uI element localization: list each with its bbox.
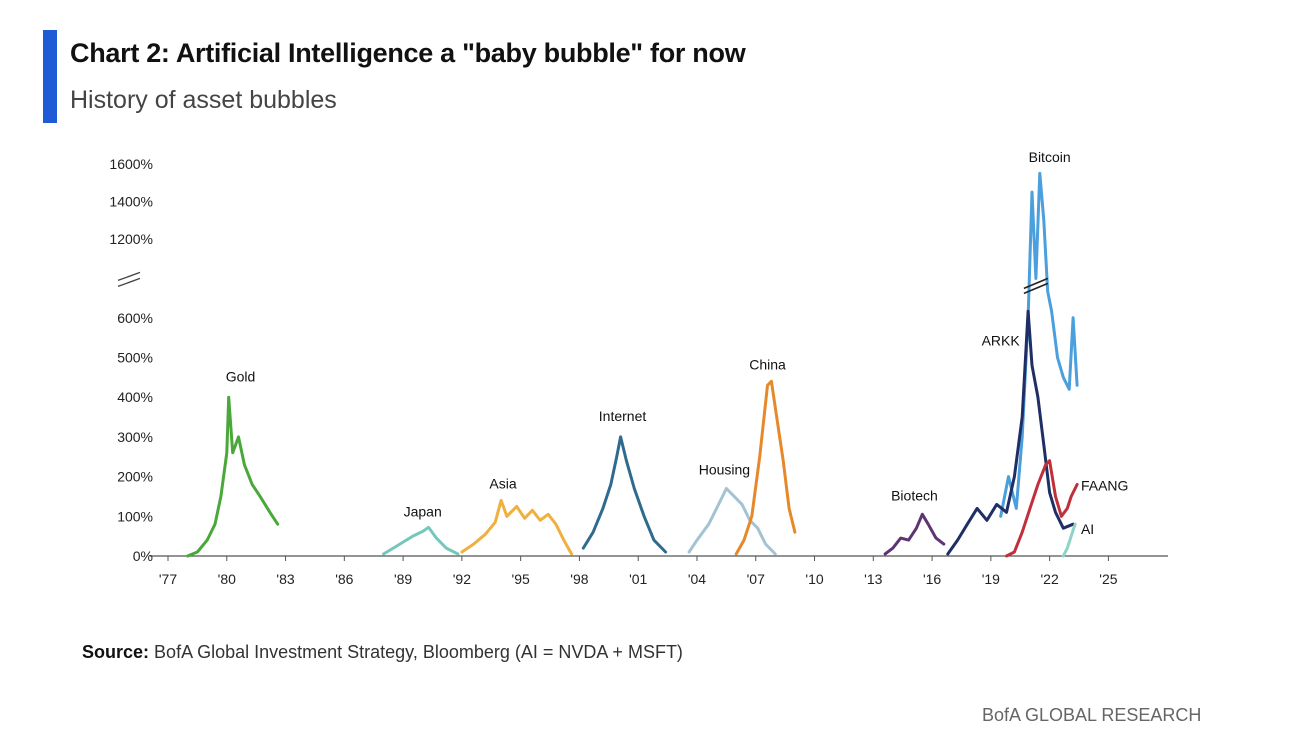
source-label: Source:: [82, 642, 150, 662]
series-label-biotech: Biotech: [891, 487, 938, 503]
series-label-bitcoin: Bitcoin: [1029, 149, 1071, 165]
title-accent-bar: [43, 30, 57, 123]
series-label-japan: Japan: [404, 503, 442, 519]
x-tick-label: '25: [1099, 571, 1117, 587]
chart-axes: '77 '80 '83 '86 '89 '92 '95 '98 '01 '04 '07 '10 '13 '…: [109, 156, 1168, 587]
y-tick-label: 1400%: [109, 194, 153, 210]
source-note: Source: BofA Global Investment Strategy,…: [82, 642, 683, 663]
x-tick-label: '86: [335, 571, 353, 587]
x-tick-label: '95: [512, 571, 530, 587]
x-tick-label: '19: [982, 571, 1000, 587]
series-label-china: China: [749, 356, 786, 372]
x-tick-label: '01: [629, 571, 647, 587]
x-tick-label: '16: [923, 571, 941, 587]
series-line-biotech: [883, 512, 946, 556]
series-line-bitcoin: [999, 171, 1079, 518]
series-line-ai: [1061, 522, 1077, 558]
series-label-ai: AI: [1081, 521, 1094, 537]
series-label-housing: Housing: [699, 462, 750, 478]
x-tick-label: '77: [159, 571, 177, 587]
x-tick-label: '07: [747, 571, 765, 587]
y-tick-label: 0%: [133, 548, 153, 564]
x-tick-label: '98: [570, 571, 588, 587]
y-tick-label: 1200%: [109, 231, 153, 247]
series-label-arkk: ARKK: [982, 333, 1021, 349]
brand-footer: BofA GLOBAL RESEARCH: [982, 705, 1202, 725]
source-text: BofA Global Investment Strategy, Bloombe…: [154, 642, 683, 662]
series-line-faang: [1005, 459, 1079, 558]
x-tick-label: '89: [394, 571, 412, 587]
series-line-asia: [460, 498, 574, 556]
x-tick-label: '83: [276, 571, 294, 587]
bitcoin-break-mark: [1023, 277, 1049, 290]
series-label-gold: Gold: [226, 368, 256, 384]
x-tick-label: '80: [218, 571, 236, 587]
y-tick-label: 400%: [117, 389, 153, 405]
line-chart: '77 '80 '83 '86 '89 '92 '95 '98 '01 '04 '07 '10 '13 '…: [109, 149, 1168, 587]
chart-series: [186, 171, 1079, 558]
y-tick-label: 300%: [117, 429, 153, 445]
series-line-housing: [687, 487, 777, 556]
x-tick-label: '10: [805, 571, 823, 587]
series-line-japan: [382, 525, 460, 556]
y-axis-break-mark: [117, 277, 141, 288]
chart-series-labels: Gold Japan Asia Internet Housing China Biotech…: [226, 149, 1129, 537]
series-label-faang: FAANG: [1081, 477, 1128, 493]
y-tick-label: 1600%: [109, 156, 153, 172]
y-tick-label: 600%: [117, 310, 153, 326]
series-line-internet: [581, 435, 668, 554]
bitcoin-break-mark: [1023, 282, 1049, 295]
series-line-gold: [186, 395, 280, 558]
series-line-china: [734, 379, 797, 556]
y-axis-break-mark: [117, 271, 141, 282]
series-label-asia: Asia: [489, 476, 516, 492]
chart-subtitle: History of asset bubbles: [70, 86, 337, 114]
y-tick-label: 200%: [117, 469, 153, 485]
series-line-arkk: [946, 309, 1075, 556]
x-tick-label: '92: [453, 571, 471, 587]
x-tick-label: '04: [688, 571, 706, 587]
series-label-internet: Internet: [599, 408, 647, 424]
y-tick-label: 500%: [117, 350, 153, 366]
y-tick-label: 100%: [117, 508, 153, 524]
x-tick-label: '13: [864, 571, 882, 587]
x-tick-label: '22: [1041, 571, 1059, 587]
chart-title: Chart 2: Artificial Intelligence a "baby…: [70, 38, 746, 68]
